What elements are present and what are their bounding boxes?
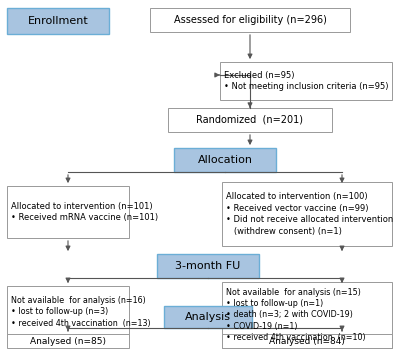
Text: Analysed (n=84): Analysed (n=84) <box>269 337 345 346</box>
Text: Not available  for analysis (n=16)
• lost to follow-up (n=3)
• received 4th vacc: Not available for analysis (n=16) • lost… <box>11 296 151 328</box>
Text: Analysed (n=85): Analysed (n=85) <box>30 337 106 346</box>
Text: Allocated to intervention (n=101)
• Received mRNA vaccine (n=101): Allocated to intervention (n=101) • Rece… <box>11 202 158 222</box>
Text: Enrollment: Enrollment <box>28 16 88 26</box>
Text: Excluded (n=95)
• Not meeting inclusion criteria (n=95): Excluded (n=95) • Not meeting inclusion … <box>224 71 388 91</box>
Bar <box>7 8 109 34</box>
Bar <box>168 108 332 132</box>
Bar <box>7 186 129 238</box>
Text: Not available  for analysis (n=15)
• lost to follow-up (n=1)
• death (n=3; 2 wit: Not available for analysis (n=15) • lost… <box>226 287 366 342</box>
Bar <box>164 306 252 328</box>
Bar <box>150 8 350 32</box>
Bar <box>174 148 276 172</box>
Bar <box>7 334 129 348</box>
Text: Randomized  (n=201): Randomized (n=201) <box>196 115 304 125</box>
Bar <box>220 62 392 100</box>
Bar <box>7 286 129 338</box>
Text: Analysis: Analysis <box>185 312 231 322</box>
Text: Allocation: Allocation <box>198 155 252 165</box>
Text: 3-month FU: 3-month FU <box>175 261 241 271</box>
Bar <box>157 254 259 278</box>
Bar <box>222 334 392 348</box>
Bar <box>222 182 392 246</box>
Text: Assessed for eligibility (n=296): Assessed for eligibility (n=296) <box>174 15 326 25</box>
Bar <box>222 282 392 348</box>
Text: Allocated to intervention (n=100)
• Received vector vaccine (n=99)
• Did not rec: Allocated to intervention (n=100) • Rece… <box>226 192 393 236</box>
